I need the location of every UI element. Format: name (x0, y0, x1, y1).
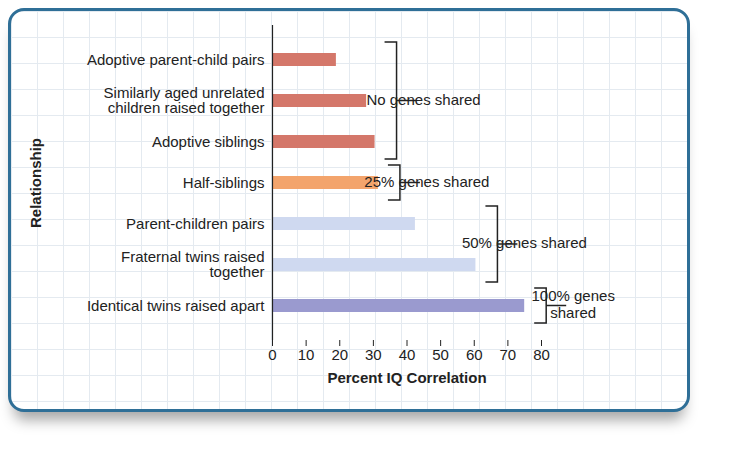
svg-text:20: 20 (331, 346, 348, 363)
svg-text:60: 60 (466, 346, 483, 363)
svg-text:Fraternal twins raisedtogether: Fraternal twins raisedtogether (121, 248, 264, 280)
svg-text:Adoptive parent-child pairs: Adoptive parent-child pairs (87, 51, 265, 68)
svg-text:No genes shared: No genes shared (366, 90, 480, 107)
svg-text:Percent IQ Correlation: Percent IQ Correlation (327, 369, 486, 386)
svg-text:80: 80 (533, 346, 550, 363)
svg-text:50: 50 (432, 346, 449, 363)
svg-text:Half-siblings: Half-siblings (183, 174, 265, 191)
svg-text:25% genes shared: 25% genes shared (364, 172, 489, 189)
svg-text:40: 40 (399, 346, 416, 363)
svg-text:30: 30 (365, 346, 382, 363)
svg-text:100% genesshared: 100% genesshared (531, 287, 614, 321)
svg-text:50% genes shared: 50% genes shared (462, 234, 587, 251)
svg-text:Similarly aged unrelatedchildr: Similarly aged unrelatedchildren raised … (104, 84, 265, 116)
svg-text:0: 0 (268, 346, 276, 363)
svg-text:70: 70 (500, 346, 517, 363)
svg-text:Adoptive siblings: Adoptive siblings (152, 133, 265, 150)
svg-text:Parent-children pairs: Parent-children pairs (126, 215, 264, 232)
svg-text:10: 10 (298, 346, 315, 363)
svg-text:Relationship: Relationship (27, 138, 44, 228)
svg-text:Identical twins raised apart: Identical twins raised apart (87, 297, 265, 314)
